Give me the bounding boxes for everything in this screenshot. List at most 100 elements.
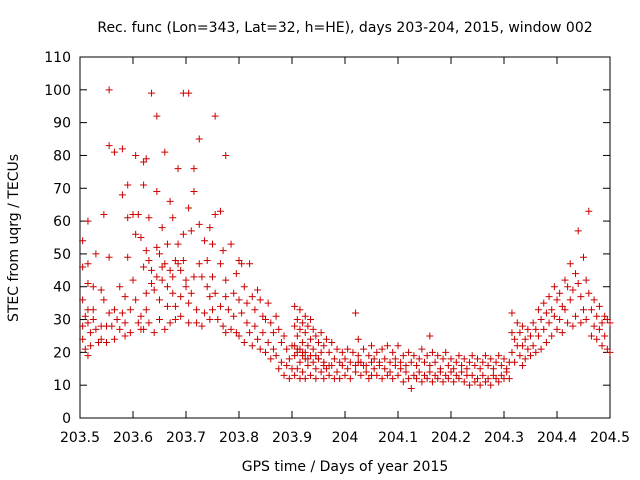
data-point xyxy=(256,296,264,304)
data-point xyxy=(161,325,169,333)
data-point xyxy=(142,289,150,297)
data-point xyxy=(182,276,190,284)
data-point xyxy=(103,339,110,347)
data-point xyxy=(352,368,360,376)
data-point xyxy=(383,342,391,350)
data-point xyxy=(187,227,195,235)
data-point xyxy=(230,312,238,320)
x-tick-label: 203.6 xyxy=(113,430,153,446)
data-point xyxy=(84,217,92,225)
data-point xyxy=(224,306,232,314)
data-point xyxy=(227,325,235,333)
data-point xyxy=(474,375,481,383)
data-point xyxy=(293,316,301,324)
data-point xyxy=(110,306,118,314)
data-point xyxy=(309,325,317,333)
data-point xyxy=(87,329,95,337)
data-point xyxy=(415,368,423,376)
data-point xyxy=(550,312,558,320)
x-tick-label: 203.8 xyxy=(219,430,259,446)
data-point xyxy=(577,293,585,301)
data-point xyxy=(132,151,140,159)
data-point xyxy=(201,237,209,245)
data-point xyxy=(312,375,320,383)
data-point xyxy=(500,355,508,363)
data-point xyxy=(272,352,280,360)
data-point xyxy=(79,322,87,330)
data-point xyxy=(110,335,118,343)
data-point xyxy=(519,361,527,369)
data-point xyxy=(479,371,487,379)
data-point xyxy=(84,319,92,327)
data-point xyxy=(550,283,558,291)
data-point xyxy=(521,355,529,363)
data-point xyxy=(542,339,550,347)
data-point xyxy=(209,273,216,281)
data-point xyxy=(140,263,148,271)
data-point xyxy=(524,345,532,353)
data-point xyxy=(516,352,524,360)
data-point xyxy=(405,348,413,356)
data-point xyxy=(381,355,389,363)
data-point xyxy=(296,325,304,333)
data-point xyxy=(267,319,275,327)
data-point xyxy=(299,319,307,327)
data-point xyxy=(458,368,466,376)
data-point xyxy=(126,329,134,337)
data-point xyxy=(203,283,211,291)
data-point xyxy=(399,352,407,360)
data-point xyxy=(299,339,307,347)
data-point xyxy=(317,368,325,376)
data-point xyxy=(418,345,426,353)
data-point xyxy=(349,348,357,356)
data-point xyxy=(444,361,452,369)
data-point xyxy=(84,260,92,268)
data-point xyxy=(566,296,574,304)
data-point xyxy=(333,368,341,376)
data-point xyxy=(166,319,174,327)
data-point xyxy=(211,289,219,297)
data-point xyxy=(97,335,105,343)
data-point xyxy=(283,361,291,369)
data-point xyxy=(153,112,161,120)
data-point xyxy=(129,276,137,284)
data-point xyxy=(513,319,521,327)
data-point xyxy=(574,279,582,287)
data-point xyxy=(113,316,121,324)
data-point xyxy=(203,256,211,264)
data-point xyxy=(421,358,428,366)
data-point xyxy=(118,309,126,317)
data-point xyxy=(89,306,97,314)
data-point xyxy=(574,227,582,235)
data-point xyxy=(169,214,177,222)
data-point xyxy=(508,329,516,337)
data-point xyxy=(325,371,333,379)
data-point xyxy=(248,342,256,350)
data-point xyxy=(84,352,92,360)
data-point xyxy=(222,276,230,284)
data-point xyxy=(397,365,405,373)
data-point xyxy=(124,214,132,222)
data-point xyxy=(201,309,209,317)
data-point xyxy=(495,378,503,386)
data-point xyxy=(195,260,203,268)
data-point xyxy=(537,316,545,324)
data-point xyxy=(476,381,484,389)
data-point xyxy=(458,361,466,369)
x-axis-label: GPS time / Days of year 2015 xyxy=(242,459,449,475)
data-point xyxy=(413,375,421,383)
data-point xyxy=(317,329,325,337)
data-point xyxy=(582,276,590,284)
data-point xyxy=(423,375,431,383)
data-point xyxy=(283,345,291,353)
data-point xyxy=(386,358,394,366)
data-point xyxy=(153,188,161,196)
data-point xyxy=(256,345,264,353)
data-point xyxy=(548,306,556,314)
data-point xyxy=(79,263,87,271)
data-point xyxy=(304,361,312,369)
data-point xyxy=(87,342,95,350)
data-point xyxy=(434,352,442,360)
data-point xyxy=(455,352,463,360)
data-point xyxy=(587,306,595,314)
